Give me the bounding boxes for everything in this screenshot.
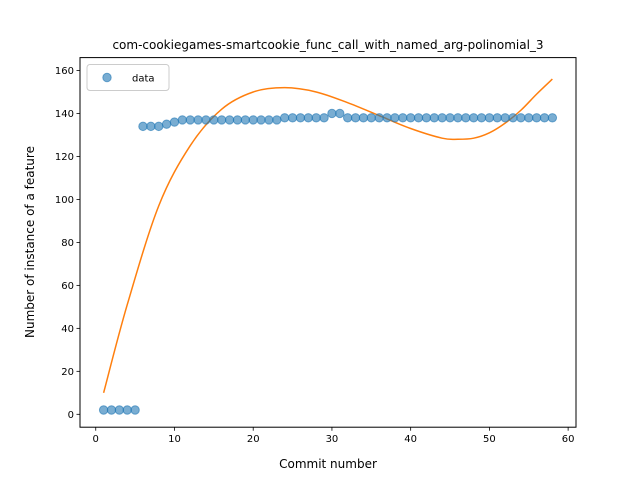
data-point: [390, 113, 400, 123]
data-point: [445, 113, 455, 123]
fit-curve: [102, 78, 553, 394]
data-point: [154, 121, 164, 132]
data-point: [272, 115, 282, 125]
data-point: [114, 405, 125, 415]
data-point: [161, 119, 172, 129]
x-axis: 0 10 20 30 40 50 60: [93, 427, 575, 445]
data-point: [279, 113, 290, 123]
data-point: [342, 113, 353, 123]
x-tick-label: 10: [168, 434, 181, 445]
data-point: [500, 113, 510, 123]
legend-label-data: data: [132, 74, 155, 85]
y-tick-label: 140: [55, 109, 74, 120]
data-point: [130, 405, 140, 415]
data-point: [508, 113, 518, 123]
data-point: [405, 113, 416, 123]
y-tick-label: 20: [61, 367, 74, 378]
data-point: [217, 115, 227, 125]
data-point: [531, 113, 542, 123]
data-point: [295, 113, 306, 123]
data-point: [264, 115, 274, 125]
data-point: [169, 117, 180, 127]
data-point: [547, 113, 558, 123]
data-point: [287, 113, 298, 123]
data-point: [366, 113, 377, 123]
x-tick-label: 40: [404, 434, 417, 445]
data-point: [146, 121, 156, 132]
y-tick-label: 40: [61, 324, 74, 335]
data-point: [106, 405, 117, 415]
data-point: [327, 108, 337, 119]
data-point: [374, 113, 384, 123]
data-point: [240, 115, 251, 125]
x-tick-label: 0: [93, 434, 99, 445]
data-point: [193, 115, 203, 125]
data-point: [232, 115, 243, 125]
data-point: [516, 113, 526, 123]
data-point: [358, 113, 369, 123]
data-point: [461, 113, 471, 123]
y-axis-label: Number of instance of a feature: [23, 146, 37, 338]
y-tick-label: 100: [55, 195, 74, 206]
y-tick-label: 120: [55, 152, 74, 163]
data-point: [484, 113, 495, 123]
data-point: [524, 113, 534, 123]
legend-marker-data: [102, 72, 112, 83]
data-point: [256, 115, 266, 125]
x-tick-label: 20: [247, 434, 260, 445]
data-point: [177, 115, 188, 125]
data-point: [421, 113, 432, 123]
y-tick-label: 0: [68, 410, 74, 421]
data-point: [453, 113, 463, 123]
data-point: [209, 115, 219, 125]
y-tick-label: 80: [61, 238, 74, 249]
plot-area: [98, 78, 558, 415]
data-point: [185, 115, 195, 125]
data-point: [539, 113, 550, 123]
data-point: [429, 113, 439, 123]
legend: data: [86, 64, 170, 91]
data-point: [138, 121, 148, 132]
data-point: [335, 108, 345, 119]
data-point: [350, 113, 361, 123]
legend-box: [86, 64, 170, 91]
y-tick-label: 60: [61, 281, 74, 292]
data-point: [122, 405, 132, 415]
x-tick-label: 30: [326, 434, 339, 445]
data-point: [224, 115, 235, 125]
data-point: [476, 113, 487, 123]
data-point: [468, 113, 479, 123]
data-point: [248, 115, 258, 125]
data-point: [413, 113, 424, 123]
y-tick-label: 160: [55, 66, 74, 77]
data-point: [98, 405, 109, 415]
y-axis: 0 20 40 60 80 100 120 140 160: [55, 66, 80, 421]
x-tick-label: 50: [483, 434, 496, 445]
data-point: [382, 113, 392, 123]
x-tick-label: 60: [562, 434, 575, 445]
data-point: [492, 113, 502, 123]
data-point: [398, 113, 408, 123]
data-point: [303, 113, 314, 123]
data-point: [201, 115, 211, 125]
data-point: [311, 113, 321, 123]
data-point: [319, 113, 329, 123]
chart-title: com-cookiegames-smartcookie_func_call_wi…: [112, 38, 543, 52]
data-point: [437, 113, 447, 123]
x-axis-label: Commit number: [279, 457, 377, 471]
